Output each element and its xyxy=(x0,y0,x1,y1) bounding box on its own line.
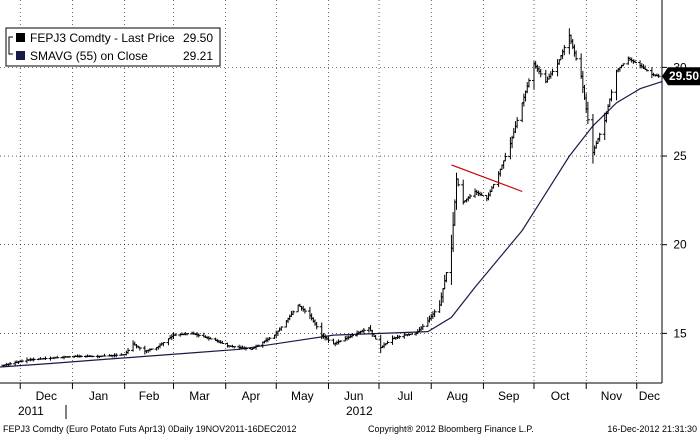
axes: 15202530DecJanFebMarAprMayJunJulAugSepOc… xyxy=(0,0,687,403)
x-tick-label: Dec xyxy=(639,389,660,403)
x-tick-label: Dec xyxy=(36,389,57,403)
x-tick-label: Oct xyxy=(551,389,570,403)
moving-average-layer xyxy=(0,81,663,368)
legend: FEPJ3 Comdty - Last Price 29.50 SMAVG (5… xyxy=(5,27,221,67)
ma-line xyxy=(0,81,663,368)
x-tick-label: Jun xyxy=(344,389,363,403)
x-tick-label: Sep xyxy=(498,389,520,403)
legend-price-value: 29.50 xyxy=(183,31,213,45)
y-tick-label: 25 xyxy=(673,149,687,163)
x-tick-label: Jan xyxy=(89,389,108,403)
last-price-badge-shape xyxy=(662,67,700,86)
footer-ticker: FEPJ3 Comdty (Euro Potato Futs Apr13) 0D… xyxy=(3,424,296,434)
x-tick-label: Jul xyxy=(397,389,412,403)
x-tick-label: May xyxy=(291,389,314,403)
last-price-badge: 29.50 xyxy=(662,67,700,86)
x-tick-label: Nov xyxy=(601,389,622,403)
legend-ma-label: SMAVG (55) on Close xyxy=(30,49,148,63)
footer-copyright: Copyright® 2012 Bloomberg Finance L.P. xyxy=(368,424,534,434)
x-tick-label: Aug xyxy=(447,389,468,403)
legend-price-label: FEPJ3 Comdty - Last Price xyxy=(30,31,175,45)
trendline xyxy=(451,164,523,193)
price-bars-layer xyxy=(1,28,661,368)
y-tick-label: 20 xyxy=(673,238,687,252)
legend-bracket-icon xyxy=(8,36,13,55)
footer-timestamp: 16-Dec-2012 21:31:30 xyxy=(607,424,697,434)
price-swatch-icon xyxy=(16,33,25,42)
legend-box xyxy=(5,27,221,67)
ma-swatch-icon xyxy=(16,51,25,60)
legend-ma-value: 29.21 xyxy=(183,49,213,63)
year-label-2011: 2011 xyxy=(18,404,44,418)
x-tick-label: Mar xyxy=(189,389,210,403)
year-label-2012: 2012 xyxy=(346,404,373,418)
x-tick-label: Feb xyxy=(139,389,160,403)
trendline-layer xyxy=(451,164,523,193)
last-price-badge-text: 29.50 xyxy=(669,69,699,83)
y-tick-label: 15 xyxy=(673,326,687,340)
x-tick-label: Apr xyxy=(242,389,261,403)
